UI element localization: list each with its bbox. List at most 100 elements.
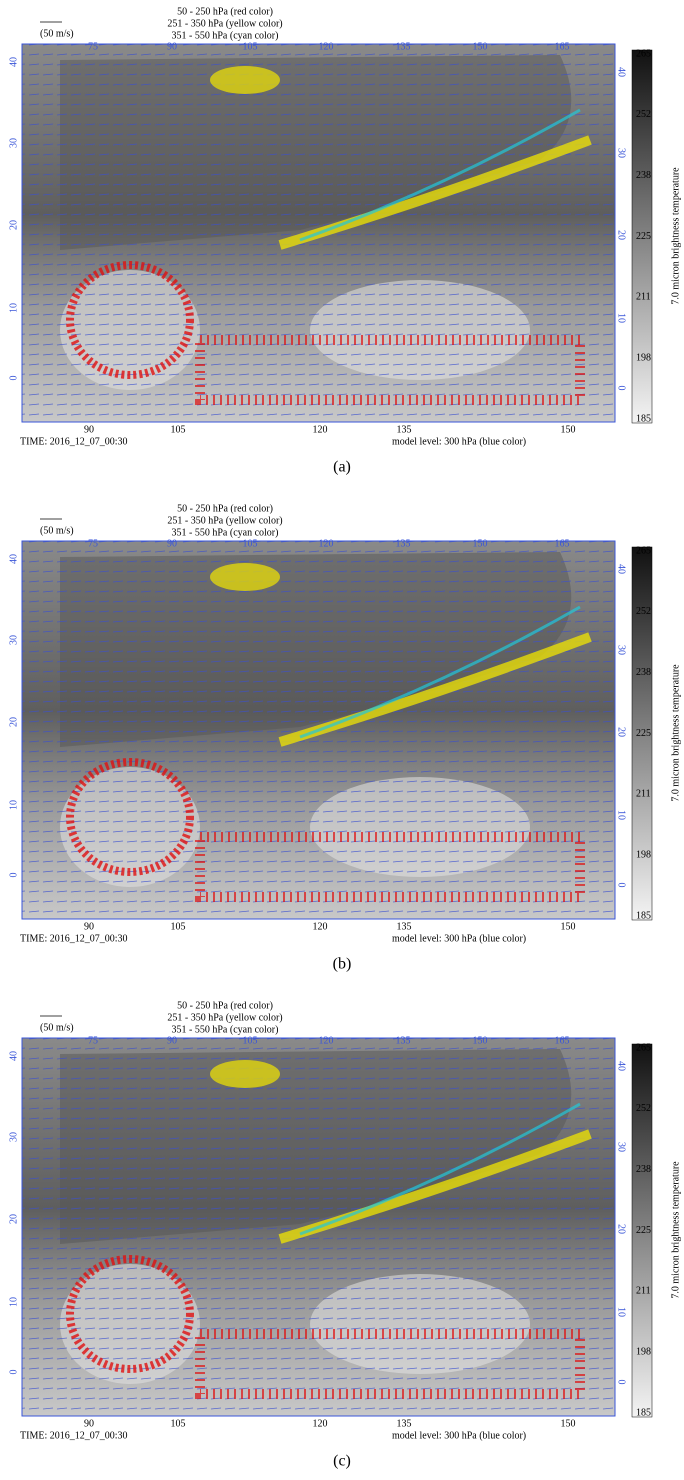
colorbar-tick-label: 225 [636,1225,651,1236]
right-tick-label: 10 [616,1307,627,1317]
right-tick-label: 0 [616,883,627,888]
top-tick-label: 90 [167,538,177,549]
right-tick-label: 20 [616,727,627,737]
yellow-vectors [210,563,280,591]
colorbar-tick-label: 185 [636,413,651,424]
top-tick-label: 75 [88,538,98,549]
bottom-tick-label: 90 [84,424,94,435]
colorbar-tick-label: 225 [636,231,651,242]
left-tick-label: 20 [8,717,19,727]
bottom-tick-label: 105 [171,921,186,932]
caption: (a) [333,459,351,476]
top-tick-label: 105 [243,538,258,549]
right-tick-label: 20 [616,230,627,240]
top-tick-label: 150 [473,41,488,52]
bottom-tick-label: 90 [84,921,94,932]
left-tick-label: 0 [8,376,19,381]
top-tick-label: 135 [396,538,411,549]
colorbar-tick-label: 211 [636,1286,651,1297]
left-tick-label: 30 [8,635,19,645]
colorbar-tick-label: 185 [636,910,651,921]
top-tick-label: 165 [555,41,570,52]
colorbar-tick-label: 252 [636,606,651,617]
bottom-tick-label: 150 [561,921,576,932]
colorbar-tick-label: 238 [636,1164,651,1175]
colorbar-tick-label: 211 [636,789,651,800]
panel: 50 - 250 hPa (red color)251 - 350 hPa (y… [8,6,681,475]
right-tick-label: 30 [616,645,627,655]
time-label: TIME: 2016_12_07_00:30 [20,933,128,944]
caption: (b) [333,956,352,973]
bottom-tick-label: 105 [171,424,186,435]
left-tick-label: 40 [8,1051,19,1061]
colorbar-tick-label: 211 [636,292,651,303]
top-tick-label: 75 [88,41,98,52]
bottom-tick-label: 150 [561,1418,576,1429]
model-level: model level: 300 hPa (blue color) [392,1430,526,1441]
legend-text: 50 - 250 hPa (red color) [177,6,273,17]
top-tick-label: 105 [243,1035,258,1046]
colorbar-tick-label: 225 [636,728,651,739]
top-tick-label: 120 [319,538,334,549]
scale-label: (50 m/s) [40,525,74,536]
colorbar-title: 7.0 micron brightness temperature [670,1161,681,1299]
bottom-tick-label: 135 [397,1418,412,1429]
top-tick-label: 150 [473,1035,488,1046]
colorbar-tick-label: 265 [636,1042,651,1053]
colorbar-title: 7.0 micron brightness temperature [670,167,681,305]
right-tick-label: 0 [616,1380,627,1385]
colorbar-tick-label: 198 [636,849,651,860]
top-tick-label: 150 [473,538,488,549]
top-tick-label: 90 [167,1035,177,1046]
right-tick-label: 40 [616,564,627,574]
panel: 50 - 250 hPa (red color)251 - 350 hPa (y… [8,1000,681,1469]
left-tick-label: 40 [8,57,19,67]
legend-text: 351 - 550 hPa (cyan color) [172,1024,279,1035]
model-level: model level: 300 hPa (blue color) [392,436,526,447]
model-level: model level: 300 hPa (blue color) [392,933,526,944]
top-tick-label: 135 [396,1035,411,1046]
right-tick-label: 30 [616,1142,627,1152]
left-tick-label: 30 [8,138,19,148]
left-tick-label: 0 [8,1370,19,1375]
bottom-tick-label: 120 [313,921,328,932]
top-tick-label: 120 [319,1035,334,1046]
colorbar-tick-label: 252 [636,1103,651,1114]
colorbar-tick-label: 238 [636,667,651,678]
legend-text: 50 - 250 hPa (red color) [177,1000,273,1011]
right-tick-label: 20 [616,1224,627,1234]
bottom-tick-label: 150 [561,424,576,435]
colorbar-tick-label: 265 [636,48,651,59]
scale-label: (50 m/s) [40,28,74,39]
top-tick-label: 90 [167,41,177,52]
colorbar-tick-label: 198 [636,352,651,363]
time-label: TIME: 2016_12_07_00:30 [20,1430,128,1441]
time-label: TIME: 2016_12_07_00:30 [20,436,128,447]
legend-text: 351 - 550 hPa (cyan color) [172,30,279,41]
legend-text: 251 - 350 hPa (yellow color) [167,18,282,29]
colorbar-title: 7.0 micron brightness temperature [670,664,681,802]
right-tick-label: 40 [616,1061,627,1071]
left-tick-label: 40 [8,554,19,564]
bottom-tick-label: 105 [171,1418,186,1429]
legend-text: 351 - 550 hPa (cyan color) [172,527,279,538]
right-tick-label: 0 [616,386,627,391]
scale-label: (50 m/s) [40,1022,74,1033]
legend-text: 251 - 350 hPa (yellow color) [167,515,282,526]
yellow-vectors [210,1060,280,1088]
bottom-tick-label: 120 [313,1418,328,1429]
colorbar-tick-label: 198 [636,1346,651,1357]
left-tick-label: 0 [8,873,19,878]
legend-text: 251 - 350 hPa (yellow color) [167,1012,282,1023]
top-tick-label: 165 [555,1035,570,1046]
top-tick-label: 135 [396,41,411,52]
right-tick-label: 30 [616,148,627,158]
left-tick-label: 10 [8,1297,19,1307]
left-tick-label: 20 [8,1214,19,1224]
colorbar-tick-label: 265 [636,545,651,556]
right-tick-label: 40 [616,67,627,77]
top-tick-label: 120 [319,41,334,52]
bottom-tick-label: 90 [84,1418,94,1429]
colorbar-tick-label: 238 [636,170,651,181]
caption: (c) [333,1453,351,1470]
